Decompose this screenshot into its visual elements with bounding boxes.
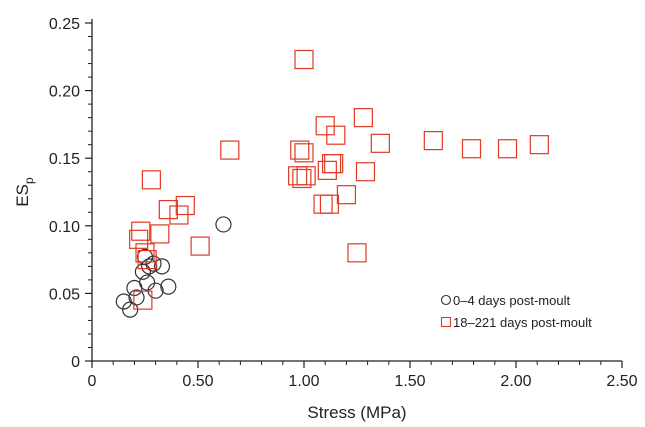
data-point-square: [326, 125, 346, 145]
data-point-square: [129, 229, 149, 249]
data-point-square: [141, 170, 161, 190]
data-point-square: [137, 250, 157, 270]
y-tick-label: 0.25: [49, 16, 80, 33]
y-tick-label: 0.15: [49, 151, 80, 168]
y-tick-label: 0.05: [49, 286, 80, 303]
data-point-circle: [141, 258, 158, 275]
x-axis-title: Stress (MPa): [307, 403, 406, 422]
data-point-square: [290, 140, 310, 160]
data-point-circle: [215, 216, 232, 233]
data-point-circle: [128, 289, 145, 306]
data-point-square: [355, 162, 376, 182]
data-point-square: [353, 108, 373, 128]
data-point-square: [175, 195, 195, 216]
legend-marker-circle: [440, 294, 452, 306]
data-point-square: [294, 49, 314, 70]
data-point-square: [423, 131, 443, 151]
data-point-square: [294, 143, 314, 163]
x-tick-label: 0.50: [182, 373, 213, 390]
x-tick-label: 1.00: [288, 373, 319, 390]
data-point-square: [319, 194, 340, 214]
data-point-square: [336, 185, 356, 205]
data-point-square: [131, 221, 151, 241]
data-point-square: [292, 168, 312, 189]
data-point-square: [347, 243, 367, 263]
x-tick-label: 0: [88, 373, 97, 390]
data-point-square: [135, 243, 155, 263]
data-point-square: [529, 135, 549, 155]
data-point-square: [317, 160, 337, 180]
data-point-square: [190, 236, 210, 256]
data-point-square: [313, 194, 333, 214]
data-point-circle: [153, 258, 171, 275]
y-axis-title: ESp: [13, 177, 36, 207]
data-point-square: [150, 224, 170, 244]
x-tick-label: 1.50: [394, 373, 425, 390]
legend-marker-square: [440, 316, 452, 328]
data-point-circle: [115, 293, 132, 310]
data-point-square: [324, 154, 344, 174]
x-tick-label: 2.50: [606, 373, 637, 390]
data-point-circle: [139, 274, 156, 291]
y-tick-label: 0.10: [49, 219, 80, 236]
data-point-square: [370, 133, 390, 153]
data-point-square: [220, 140, 240, 160]
y-tick-label: 0: [71, 354, 80, 371]
data-point-square: [461, 139, 482, 159]
data-point-square: [158, 199, 178, 220]
data-point-circle: [160, 278, 177, 295]
x-tick-label: 2.00: [500, 373, 531, 390]
data-point-circle: [136, 248, 154, 265]
y-tick-label: 0.20: [49, 84, 80, 101]
y-axis-title-subscript: p: [22, 177, 36, 184]
legend-label: 0–4 days post-moult: [453, 293, 570, 308]
data-point-square: [497, 139, 518, 159]
data-point-square: [296, 166, 316, 186]
data-point-square: [133, 290, 153, 310]
legend-label: 18–221 days post-moult: [453, 315, 592, 330]
